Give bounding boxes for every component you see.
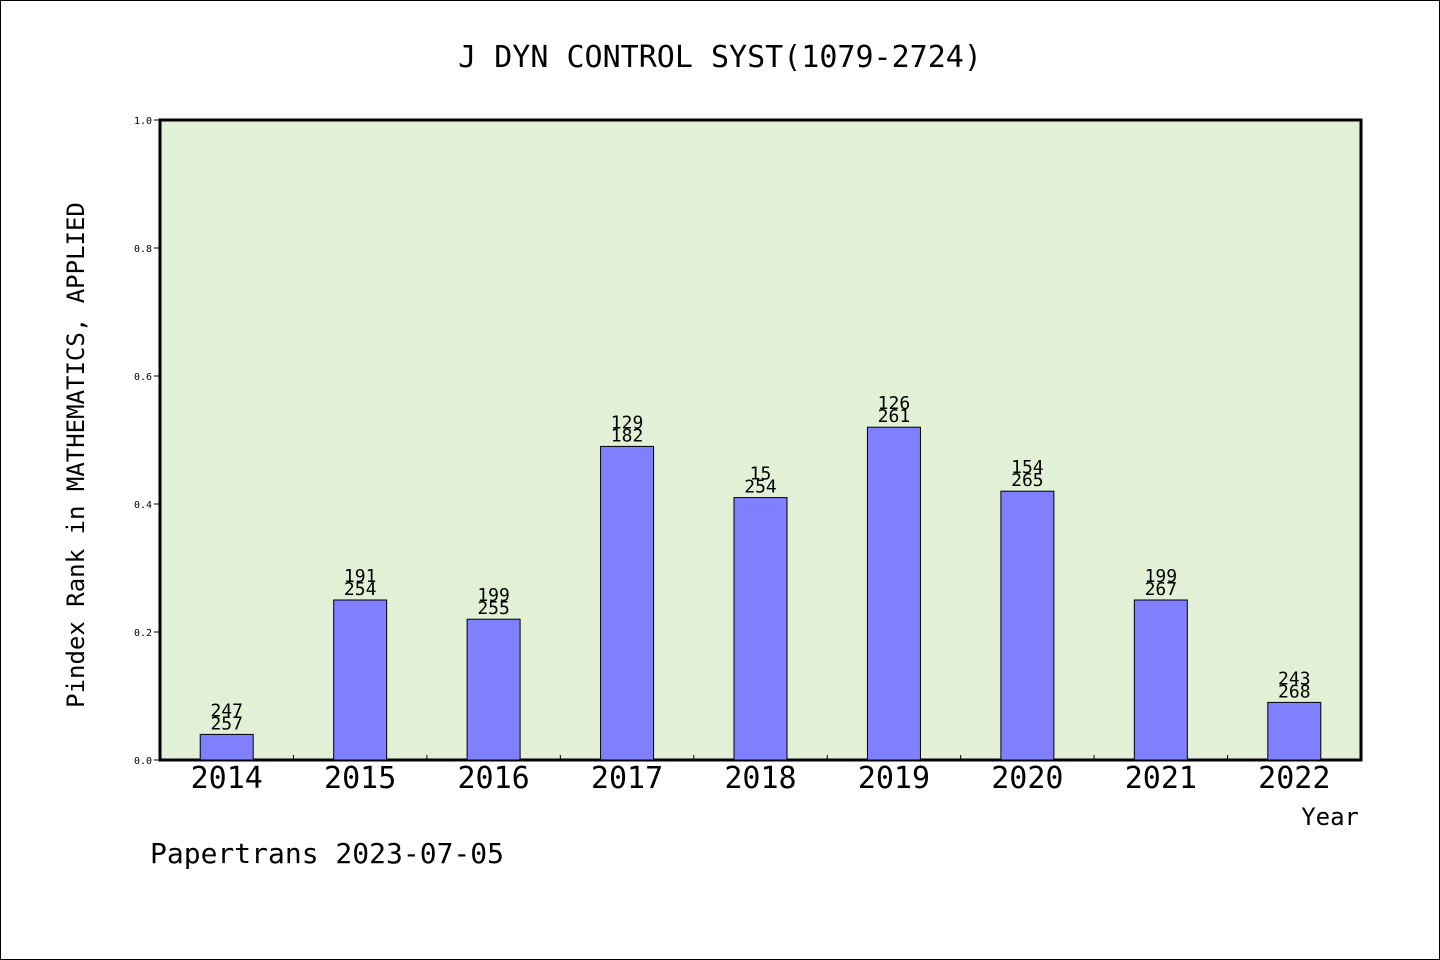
x-tick-label: 2017 — [591, 761, 663, 796]
bars — [199, 426, 1322, 761]
x-axis-label: Year — [1301, 803, 1359, 831]
bar — [466, 618, 521, 761]
x-tick-label: 2020 — [991, 761, 1063, 796]
x-tick-label: 2015 — [324, 761, 396, 796]
bar — [199, 733, 254, 761]
bar-total-label: 182 — [611, 425, 644, 446]
bar-total-label: 257 — [210, 713, 243, 734]
x-axis: 2014 2015 2016 2017 2018 2019 2020 2021 2022 — [191, 755, 1330, 796]
bar — [600, 445, 655, 761]
bar-total-label: 268 — [1278, 681, 1311, 702]
x-tick-label: 2016 — [457, 761, 529, 796]
bar — [1267, 701, 1322, 761]
y-tick-label: 0.2 — [134, 628, 152, 639]
bar-rank-label: 126 — [878, 393, 911, 414]
bar-rank-label: 199 — [477, 585, 510, 606]
x-tick-label: 2019 — [858, 761, 930, 796]
footer-text: Papertrans 2023-07-05 — [150, 837, 504, 870]
y-tick-label: 0.6 — [134, 372, 152, 383]
x-tick-label: 2014 — [191, 761, 263, 796]
bar-rank-label: 247 — [210, 700, 243, 721]
x-tick-label: 2021 — [1125, 761, 1197, 796]
bar-rank-label: 15 — [750, 464, 772, 485]
bar — [733, 497, 788, 761]
bar-total-label: 255 — [477, 598, 510, 619]
bar-rank-label: 129 — [611, 412, 644, 433]
chart-title: J DYN CONTROL SYST(1079-2724) — [458, 40, 982, 75]
bar-total-label: 254 — [344, 579, 377, 600]
bar — [1000, 490, 1055, 761]
y-tick-label: 0.4 — [134, 500, 152, 511]
bar-total-label: 265 — [1011, 470, 1044, 491]
bar-rank-label: 199 — [1145, 566, 1178, 587]
x-tick-label: 2018 — [724, 761, 796, 796]
bar-total-label: 267 — [1145, 579, 1178, 600]
bar-rank-label: 243 — [1278, 668, 1311, 689]
bar-rank-label: 154 — [1011, 457, 1044, 478]
y-axis-label: Pindex Rank in MATHEMATICS, APPLIED — [62, 202, 90, 708]
x-tick-label: 2022 — [1258, 761, 1330, 796]
y-tick-label: 0.0 — [134, 756, 152, 767]
bar-total-label: 261 — [878, 406, 911, 427]
bar — [333, 599, 388, 761]
y-tick-label: 1.0 — [134, 116, 152, 127]
y-tick-label: 0.8 — [134, 244, 152, 255]
bar — [1133, 599, 1188, 761]
bar-rank-label: 191 — [344, 566, 377, 587]
bar — [866, 426, 921, 761]
bar-total-label: 254 — [744, 477, 777, 498]
y-axis: 0.0 0.2 0.4 0.6 0.8 1.0 — [134, 116, 160, 767]
